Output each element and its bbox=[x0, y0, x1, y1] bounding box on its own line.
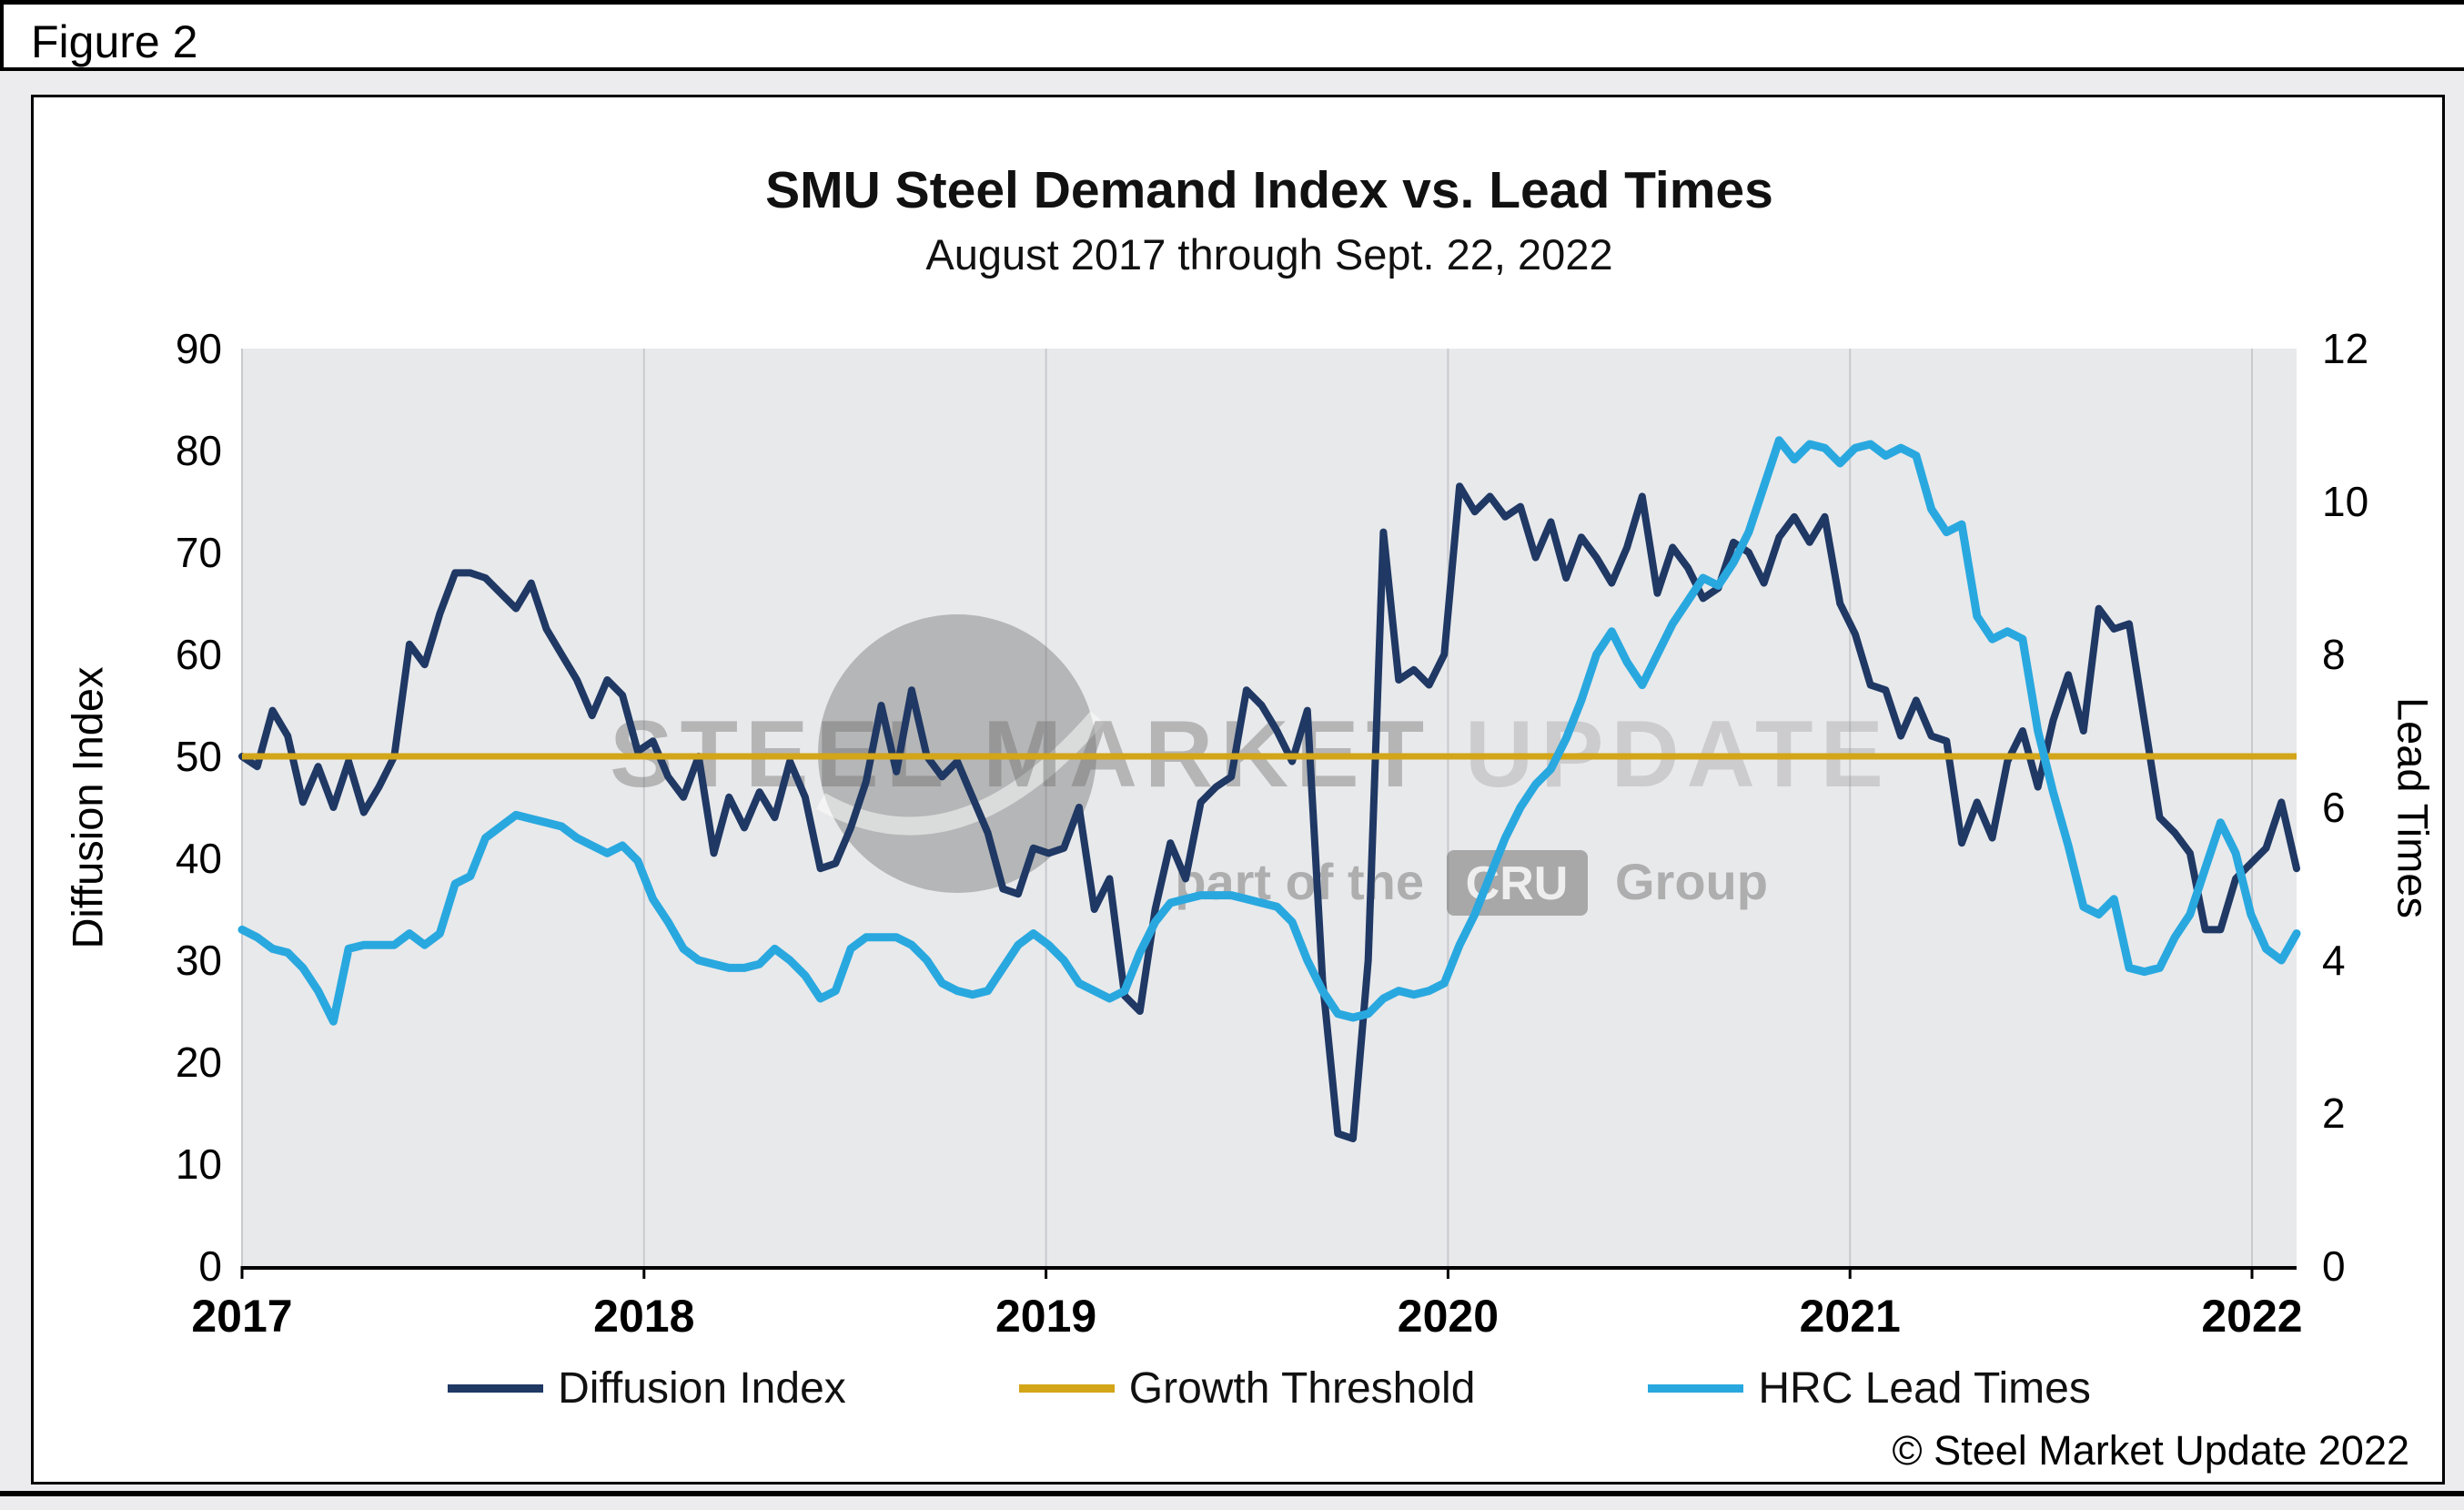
figure-label: Figure 2 bbox=[31, 16, 198, 67]
legend-swatch bbox=[1648, 1384, 1744, 1393]
legend: Diffusion Index Growth Threshold HRC Lead … bbox=[242, 1363, 2297, 1414]
right-axis-title: Lead Times bbox=[2388, 697, 2438, 918]
legend-swatch bbox=[1018, 1384, 1115, 1393]
bottom-rule bbox=[0, 1491, 2464, 1496]
legend-swatch bbox=[448, 1384, 544, 1393]
chart-title: SMU Steel Demand Index vs. Lead Times bbox=[765, 161, 1773, 219]
legend-label: Diffusion Index bbox=[558, 1364, 846, 1413]
legend-label: HRC Lead Times bbox=[1758, 1364, 2091, 1413]
legend-item-growth-threshold: Growth Threshold bbox=[1018, 1363, 1476, 1414]
legend-label: Growth Threshold bbox=[1128, 1364, 1476, 1413]
figure-header: Figure 2 bbox=[0, 0, 2464, 71]
chart-subtitle: August 2017 through Sept. 22, 2022 bbox=[925, 230, 1613, 279]
copyright-text: © Steel Market Update 2022 bbox=[1892, 1427, 2409, 1474]
legend-item-hrc-lead-times: HRC Lead Times bbox=[1648, 1363, 2091, 1414]
chart-panel bbox=[31, 95, 2445, 1485]
legend-item-diffusion-index: Diffusion Index bbox=[448, 1363, 846, 1414]
left-axis-title: Diffusion Index bbox=[63, 666, 112, 949]
